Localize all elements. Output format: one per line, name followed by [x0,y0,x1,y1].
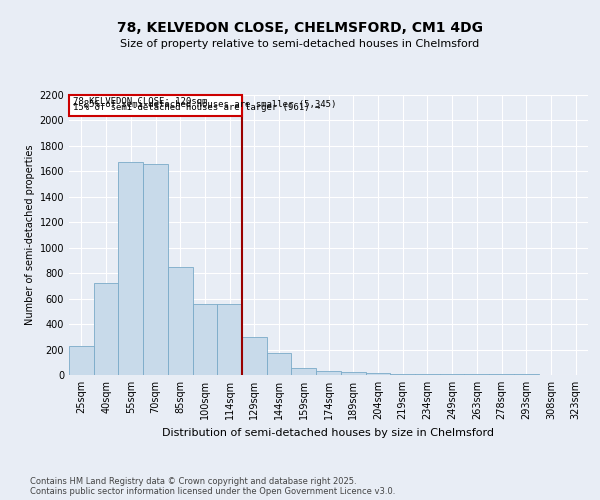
Text: ← 85% of semi-detached houses are smaller (5,345): ← 85% of semi-detached houses are smalle… [73,100,336,109]
Text: Contains HM Land Registry data © Crown copyright and database right 2025.: Contains HM Land Registry data © Crown c… [30,476,356,486]
Bar [390,374,415,375]
Bar [316,371,341,375]
Bar [118,162,143,375]
Bar [292,368,316,375]
X-axis label: Distribution of semi-detached houses by size in Chelmsford: Distribution of semi-detached houses by … [163,428,494,438]
Bar [168,268,193,375]
Text: 15% of semi-detached houses are larger (961) →: 15% of semi-detached houses are larger (… [73,103,320,112]
Bar [193,304,217,375]
Bar [514,374,539,375]
Bar [365,373,390,375]
Bar [143,164,168,375]
Bar [217,304,242,375]
Bar [69,346,94,375]
Text: 78, KELVEDON CLOSE, CHELMSFORD, CM1 4DG: 78, KELVEDON CLOSE, CHELMSFORD, CM1 4DG [117,20,483,34]
Text: 78 KELVEDON CLOSE: 120sqm: 78 KELVEDON CLOSE: 120sqm [73,96,207,106]
Bar [94,282,118,375]
Bar [464,374,489,375]
Bar [489,374,514,375]
Bar [242,338,267,375]
Bar [440,374,464,375]
Bar [341,372,365,375]
Text: Size of property relative to semi-detached houses in Chelmsford: Size of property relative to semi-detach… [121,39,479,49]
Bar [415,374,440,375]
Bar [267,352,292,375]
Text: Contains public sector information licensed under the Open Government Licence v3: Contains public sector information licen… [30,486,395,496]
Bar [69,95,242,116]
Y-axis label: Number of semi-detached properties: Number of semi-detached properties [25,145,35,325]
